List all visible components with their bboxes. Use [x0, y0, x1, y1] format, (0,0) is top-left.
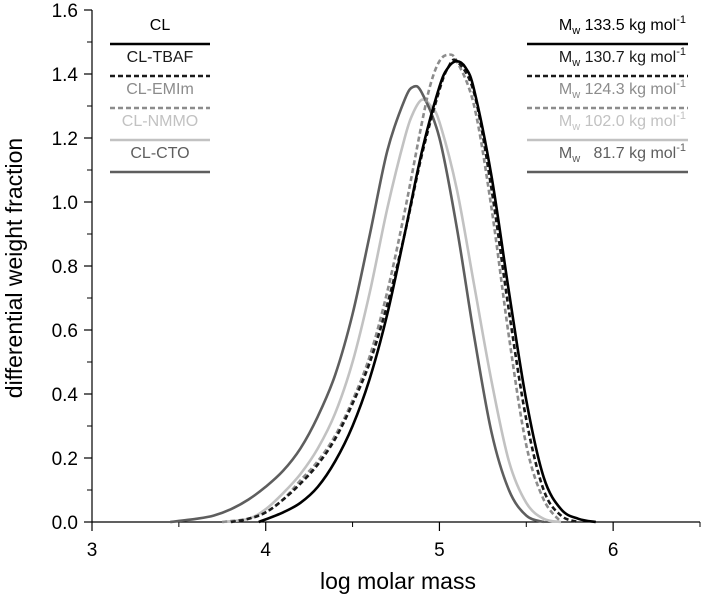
x-tick-label: 3	[87, 540, 98, 561]
legend-right: Mw 133.5 kg mol-1 Mw 130.7 kg mol-1 Mw 124…	[527, 14, 688, 174]
y-tick-label: 0.6	[52, 321, 78, 342]
series-line-cl-tbaf	[230, 58, 579, 524]
y-tick-label: 1.6	[52, 1, 78, 22]
mw-label: Mw 124.3 kg mol-1	[559, 78, 686, 101]
x-tick-label: 5	[434, 540, 445, 561]
mw-label: Mw 130.7 kg mol-1	[559, 46, 686, 69]
legend-label: CL-NMMO	[122, 113, 198, 130]
series-line-cl	[258, 59, 597, 524]
series-line-cl-nmmo	[222, 98, 562, 524]
x-tick-label: 4	[260, 540, 271, 561]
mw-label: Mw 102.0 kg mol-1	[559, 110, 686, 133]
legend-left: CL CL-TBAF CL-EMIm CL-NMMO CL-CTO	[110, 17, 210, 174]
y-tick-label: 0.0	[52, 513, 78, 534]
y-axis-title: differential weight fraction	[1, 138, 27, 398]
y-tick-label: 1.2	[52, 129, 78, 150]
series-line-cl-emim	[222, 53, 563, 524]
y-tick-label: 0.2	[52, 449, 78, 470]
mw-label: Mw 81.7 kg mol-1	[559, 142, 686, 165]
series-line-cl-cto	[170, 84, 545, 524]
y-tick-label: 1.0	[52, 193, 78, 214]
y-tick-label: 1.4	[52, 65, 79, 86]
x-axis-title: log molar mass	[320, 568, 476, 594]
legend-label: CL-TBAF	[127, 49, 194, 66]
legend-label: CL	[150, 17, 171, 34]
legend-label: CL-CTO	[130, 145, 189, 162]
y-tick-label: 0.8	[52, 257, 78, 278]
series-layer	[170, 53, 597, 524]
axes: 0.0 0.2 0.4 0.6 0.8 1.0 1.2 1.4 1.6 3 4 5 6	[52, 1, 701, 561]
x-tick-label: 6	[608, 540, 619, 561]
y-tick-label: 0.4	[52, 385, 79, 406]
mw-label: Mw 133.5 kg mol-1	[559, 14, 686, 37]
legend-label: CL-EMIm	[126, 81, 194, 98]
